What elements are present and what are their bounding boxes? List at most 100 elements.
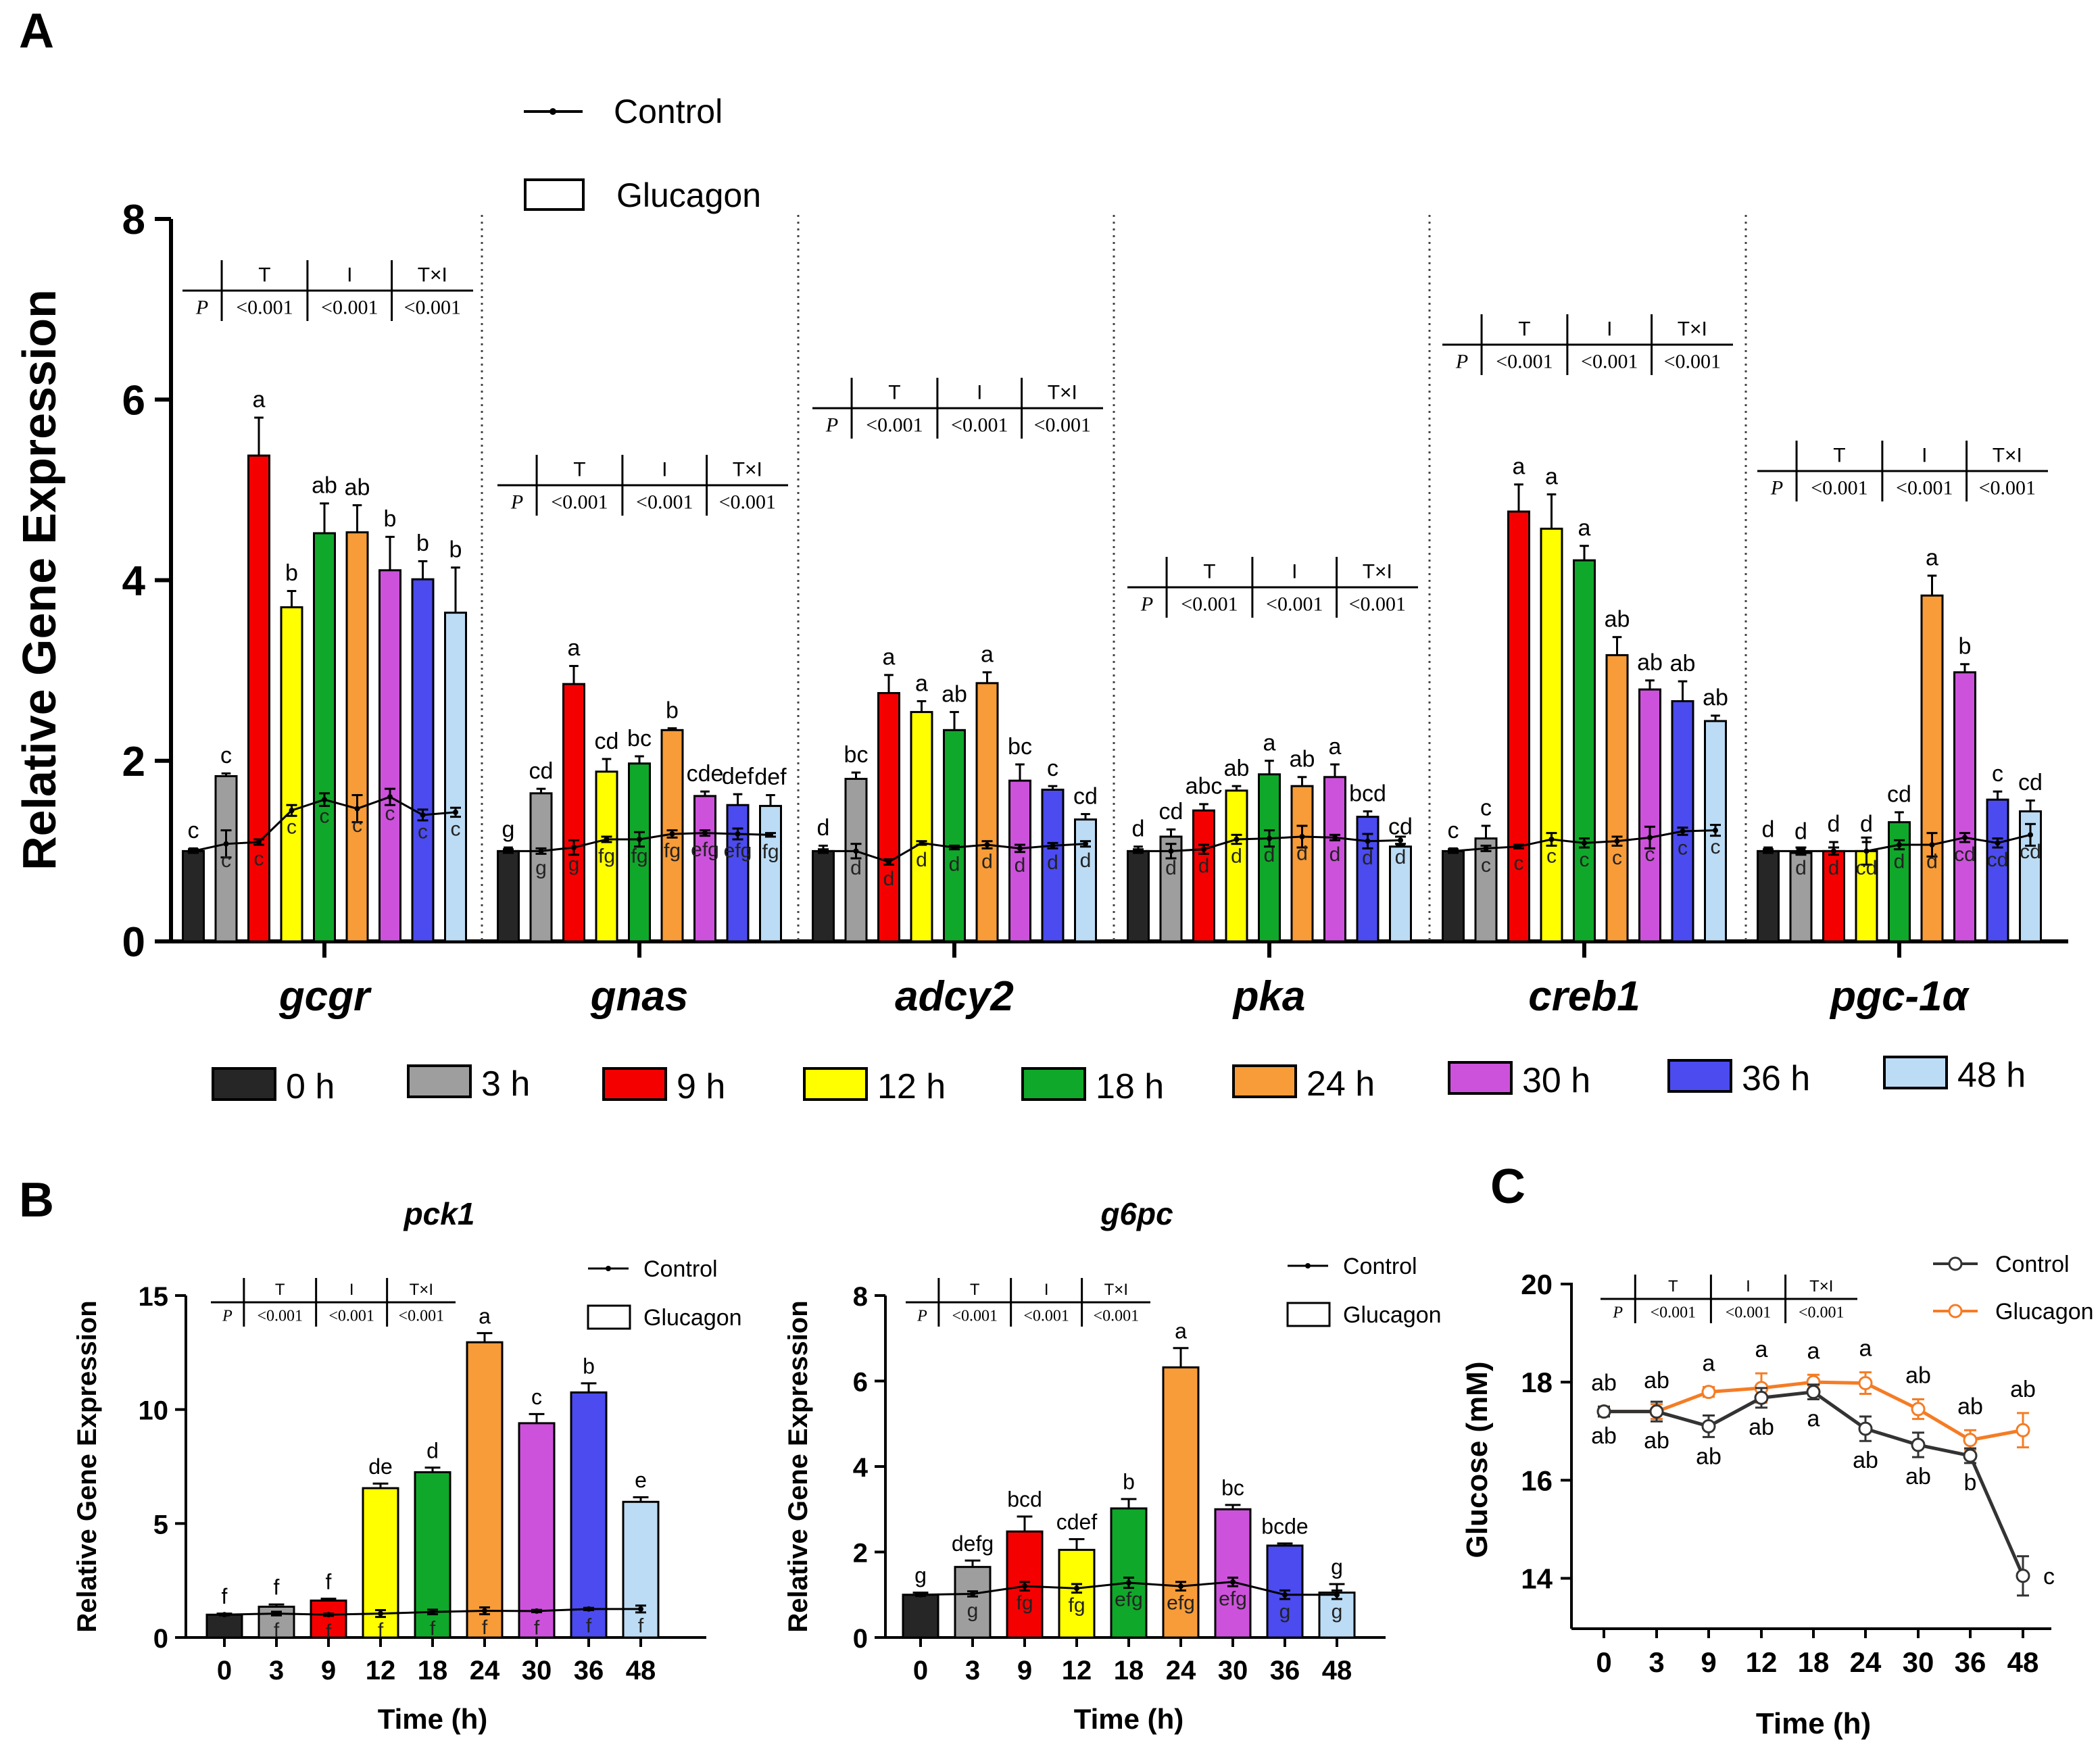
a-anova-2-p: P (825, 414, 838, 437)
a-anova-0-p-i: <0.001 (321, 297, 378, 319)
chartB2-x-axis-label: Time (h) (1074, 1703, 1184, 1735)
c-y-tick-label-0: 14 (1521, 1562, 1553, 1594)
legend-glucagon-label: Glucagon (616, 176, 761, 214)
a-adcy2-control-sig-3: d (916, 849, 927, 871)
chartB2-x-tick-label-3: 12 (1062, 1656, 1092, 1685)
a-gnas-bar-2 (562, 683, 585, 943)
a-anova-0-i: I (347, 264, 352, 287)
chartB2-sig-0: g (914, 1563, 927, 1587)
chartB1-sig-7: b (583, 1354, 595, 1378)
a-pka-sig-8: cd (1388, 814, 1413, 840)
c-x-tick-label-1: 3 (1649, 1646, 1664, 1678)
chartB2-y-tick-label-4: 8 (853, 1282, 868, 1312)
c-glucagon-sig-6: ab (1905, 1363, 1931, 1389)
a-pgc-1α-control-sig-3: cd (1856, 857, 1878, 879)
c-control-point-1 (1649, 1404, 1664, 1419)
c-control-point-2 (1701, 1419, 1716, 1433)
a-creb1-sig-6: ab (1637, 650, 1663, 676)
time-legend-label-7: 36 h (1742, 1059, 1810, 1098)
a-adcy2-control-sig-7: d (1047, 852, 1058, 874)
a-anova-1-i: I (662, 459, 667, 481)
a-adcy2-control-sig-6: d (1015, 854, 1026, 877)
a-gcgr-sig-0: c (188, 818, 199, 843)
time-legend-label-3: 12 h (877, 1067, 946, 1106)
c-control-point-0 (1596, 1404, 1611, 1419)
chartB1-control-sig-7: f (586, 1615, 592, 1637)
c-x-tick-label-8: 48 (2007, 1646, 2039, 1678)
a-anova-2-i: I (977, 382, 982, 404)
c-control-point-7 (1963, 1448, 1978, 1463)
a-anova-3-p-txi: <0.001 (1349, 593, 1406, 616)
a-pgc-1α-control-sig-6: cd (1954, 843, 1976, 866)
chartB2-bar-6 (1214, 1508, 1252, 1639)
a-pgc-1α-sig-5: a (1926, 545, 1938, 571)
chartB1-x-tick-label-0: 0 (217, 1656, 232, 1685)
chartB2-control-sig-1: g (967, 1600, 979, 1622)
c-control-sig-5: ab (1853, 1448, 1878, 1473)
a-anova-4-p-txi: <0.001 (1664, 351, 1721, 373)
chartB1-legend-glucagon-label: Glucagon (643, 1305, 742, 1331)
a-anova-4-t: T (1518, 318, 1530, 341)
chartB2-bar-8 (1318, 1592, 1356, 1639)
a-gcgr-control-sig-1: c (221, 849, 231, 872)
a-creb1-sig-8: ab (1703, 685, 1728, 711)
a-gcgr-sig-5: ab (345, 474, 370, 500)
a-adcy2-control-sig-1: d (850, 857, 862, 879)
chartB2-y-tick-label-0: 0 (853, 1624, 868, 1654)
c-glucagon-sig-4: a (1807, 1338, 1820, 1364)
a-gcgr-bar-4 (313, 532, 336, 943)
c-x-tick-label-3: 12 (1746, 1646, 1778, 1678)
a-adcy2-sig-8: cd (1073, 783, 1098, 809)
a-gnas-sig-7: def (722, 764, 754, 789)
c-legend-control-label: Control (1995, 1252, 2070, 1277)
a-anova-4-p-i: <0.001 (1581, 351, 1638, 373)
c-x-tick-label-7: 36 (1955, 1646, 1986, 1678)
a-adcy2-control-sig-2: d (883, 868, 895, 890)
c-glucagon-sig-8: ab (2010, 1377, 2036, 1402)
chartB2-y-axis-label: Relative Gene Expression (783, 1300, 813, 1632)
a-creb1-control-sig-4: c (1580, 849, 1590, 871)
a-pgc-1α-bar-7 (1986, 798, 2009, 943)
chartB2-x-tick-label-8: 48 (1322, 1656, 1352, 1685)
time-legend-swatch-2 (602, 1067, 667, 1101)
chartB1-legend-glucagon-swatch (587, 1304, 631, 1330)
a-creb1-bar-3 (1540, 527, 1563, 943)
a-pgc-1α-control-sig-4: d (1894, 851, 1905, 873)
chartB2-control-sig-8: g (1332, 1600, 1343, 1623)
a-y-tick-label-0: 0 (122, 919, 145, 966)
a-gnas-sig-1: cd (529, 758, 554, 784)
c-control-point-6 (1911, 1437, 1926, 1452)
chartB1-x-tick-label-8: 48 (626, 1656, 656, 1685)
a-pgc-1α-sig-2: d (1828, 812, 1840, 837)
a-gcgr-bar-7 (411, 578, 435, 943)
chartB2-sig-8: g (1331, 1555, 1343, 1579)
a-y-tick-label-3: 6 (122, 377, 145, 424)
a-pgc-1α-sig-0: d (1762, 817, 1775, 843)
chartB2-control-sig-3: fg (1068, 1594, 1085, 1617)
chartB2-x-tick-label-6: 30 (1218, 1656, 1248, 1685)
a-pka-sig-0: d (1132, 816, 1145, 841)
a-anova-0-p-txi: <0.001 (404, 297, 461, 319)
chartB2-anova-p: P (917, 1308, 927, 1325)
a-pka-bar-3 (1225, 789, 1248, 943)
chartB1-x-tick-label-4: 18 (418, 1656, 448, 1685)
c-glucagon-sig-1: ab (1644, 1368, 1669, 1394)
chartB1-sig-0: f (222, 1584, 228, 1608)
c-anova-p-t: <0.001 (1651, 1304, 1696, 1322)
a-anova-3-p: P (1140, 593, 1153, 616)
c-control-sig-4: a (1807, 1406, 1820, 1432)
c-glucagon-sig-2: a (1703, 1350, 1715, 1376)
a-gcgr-control-sig-6: c (385, 803, 395, 825)
chartB2-sig-4: b (1123, 1470, 1135, 1494)
chartB1-bar-2 (310, 1599, 347, 1639)
a-creb1-sig-4: a (1578, 515, 1591, 541)
time-legend-label-5: 24 h (1307, 1064, 1375, 1104)
a-creb1-bar-6 (1638, 688, 1661, 943)
a-pgc-1α-bar-6 (1953, 671, 1976, 943)
a-gcgr-bar-1 (214, 774, 238, 943)
chartB1-anova-p: P (222, 1308, 233, 1325)
chartB2-control-sig-5: efg (1167, 1592, 1195, 1615)
